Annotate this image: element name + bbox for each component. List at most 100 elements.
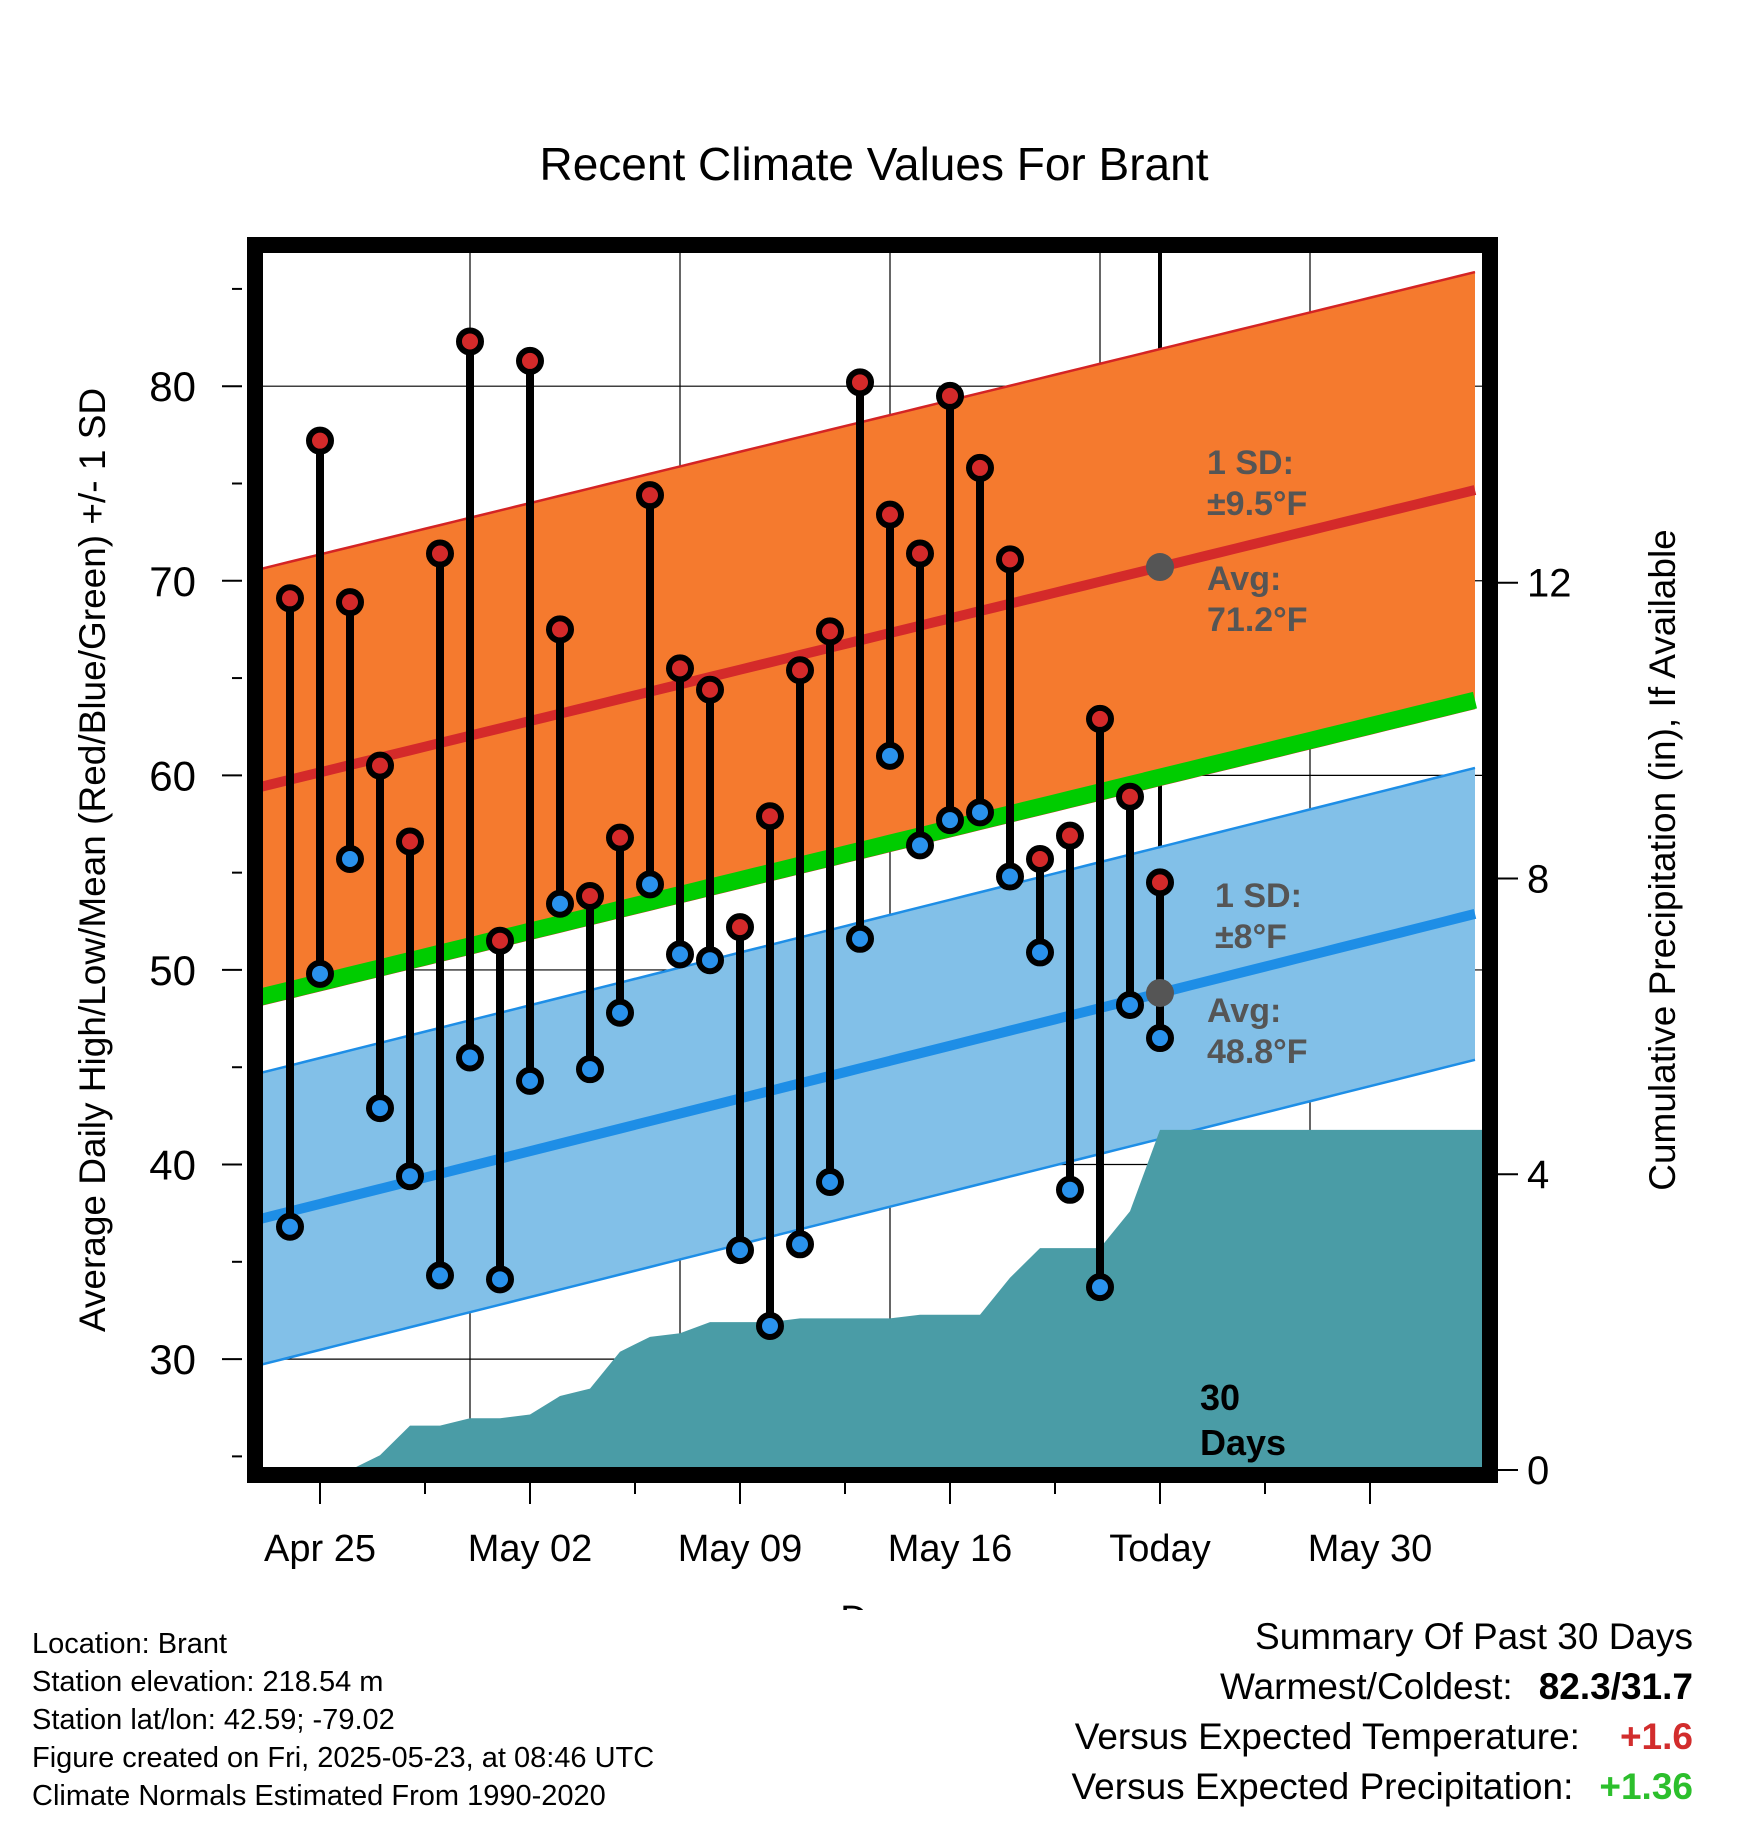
plot-border	[247, 237, 1498, 1483]
high-point	[1146, 868, 1174, 897]
high-point	[996, 545, 1024, 574]
high-point	[426, 539, 454, 568]
high-point	[606, 823, 634, 852]
low-point	[996, 862, 1024, 891]
normals-period-text: Climate Normals Estimated From 1990-2020	[32, 1780, 606, 1812]
precipitation-area	[290, 1129, 1485, 1470]
warmest-value: 82.3/31.7	[1538, 1666, 1693, 1707]
low-point	[846, 924, 874, 953]
low-point	[546, 889, 574, 918]
high-point	[816, 617, 844, 646]
high-point	[486, 926, 514, 955]
high-point	[846, 368, 874, 397]
y-axis-label: Average Daily High/Low/Mean (Red/Blue/Gr…	[72, 388, 113, 1332]
high-point	[636, 481, 664, 510]
y-tick-label: 70	[149, 558, 196, 605]
high-band-upper-edge	[260, 270, 1476, 571]
high-point	[546, 615, 574, 644]
low-point	[816, 1168, 844, 1197]
high-avg-annotation: 71.2°F	[1207, 601, 1308, 639]
low-point	[366, 1094, 394, 1123]
precipitation-cumulative-area	[290, 1129, 1485, 1470]
temp-label: Versus Expected Temperature:	[1074, 1716, 1580, 1757]
high-point	[1116, 782, 1144, 811]
precip-days-label: Days	[1200, 1422, 1286, 1463]
latlon-text: Station lat/lon: 42.59; -79.02	[32, 1704, 395, 1736]
low-point	[936, 806, 964, 835]
daily-stems	[286, 341, 1164, 1327]
x-tick-label: May 30	[1308, 1528, 1433, 1570]
mean-normal-line	[260, 691, 1478, 1006]
chart-title: Recent Climate Values For Brant	[540, 138, 1209, 190]
low-point	[576, 1055, 604, 1084]
low-point	[426, 1261, 454, 1290]
low-point	[1146, 1024, 1174, 1053]
y-tick-label: 40	[149, 1142, 196, 1189]
y-tick-label: 80	[149, 363, 196, 410]
low-point	[786, 1230, 814, 1259]
high-point	[576, 881, 604, 910]
low-point	[726, 1236, 754, 1265]
low-normal-line	[260, 909, 1477, 1224]
low-point	[966, 798, 994, 827]
low-point	[306, 959, 334, 988]
low-point	[1056, 1175, 1084, 1204]
y-tick-label: 60	[149, 752, 196, 799]
low-point	[516, 1066, 544, 1095]
high-point	[366, 751, 394, 780]
low-point	[336, 845, 364, 874]
high-point	[1086, 704, 1114, 733]
high-point	[516, 346, 544, 375]
high-point	[666, 654, 694, 683]
high-sd-annotation: ±9.5°F	[1207, 485, 1307, 523]
y2-tick-label: 0	[1527, 1449, 1549, 1493]
high-point	[306, 426, 334, 455]
low-avg-annotation: Avg:	[1207, 992, 1281, 1030]
low-point	[1086, 1273, 1114, 1302]
y-tick-label: 50	[149, 947, 196, 994]
high-point	[876, 500, 904, 529]
summary-temp-row: Versus Expected Temperature: +1.6	[1072, 1712, 1693, 1762]
axis-ticks: 30 40 50 60 70 80 0 4 8 12 Apr 25 May 02 May 09 May 1…	[149, 287, 1572, 1570]
precip-label: Versus Expected Precipitation:	[1071, 1766, 1574, 1807]
low-band-lower-edge	[260, 1058, 1476, 1367]
low-point	[876, 741, 904, 770]
low-point	[486, 1265, 514, 1294]
high-point	[1056, 821, 1084, 850]
low-band-upper-edge	[260, 766, 1476, 1075]
summary-warmest-row: Warmest/Coldest: 82.3/31.7	[1072, 1662, 1693, 1712]
x-tick-label: May 02	[468, 1528, 593, 1570]
low-point	[456, 1043, 484, 1072]
plot-frame	[247, 237, 1498, 1483]
high-point	[936, 381, 964, 410]
low-point	[666, 940, 694, 969]
summary-precip-row: Versus Expected Precipitation: +1.36	[1072, 1762, 1693, 1812]
high-point	[726, 913, 754, 942]
high-normal-line	[260, 485, 1477, 792]
elevation-text: Station elevation: 218.54 m	[32, 1666, 384, 1698]
y2-tick-label: 12	[1527, 562, 1572, 606]
x-tick-label: May 09	[678, 1528, 803, 1570]
high-point	[336, 588, 364, 617]
low-point	[756, 1312, 784, 1341]
low-point	[636, 870, 664, 899]
high-point	[906, 539, 934, 568]
today-low-normal-dot	[1146, 978, 1174, 1007]
low-point	[1026, 938, 1054, 967]
x-axis-label: Day	[840, 1599, 908, 1610]
warmest-label: Warmest/Coldest:	[1220, 1666, 1513, 1707]
high-point	[456, 327, 484, 356]
precip-value: +1.36	[1599, 1766, 1693, 1807]
low-point	[276, 1212, 304, 1241]
x-tick-label: Apr 25	[264, 1528, 376, 1570]
high-point	[1026, 845, 1054, 874]
high-sd-annotation: 1 SD:	[1207, 444, 1294, 482]
high-point	[786, 656, 814, 685]
low-point	[396, 1162, 424, 1191]
low-point	[696, 946, 724, 975]
high-point	[756, 802, 784, 831]
precip-days-label: 30	[1200, 1377, 1240, 1418]
low-sd-annotation: ±8°F	[1215, 918, 1287, 956]
low-point	[906, 831, 934, 860]
y2-tick-label: 4	[1527, 1153, 1549, 1197]
